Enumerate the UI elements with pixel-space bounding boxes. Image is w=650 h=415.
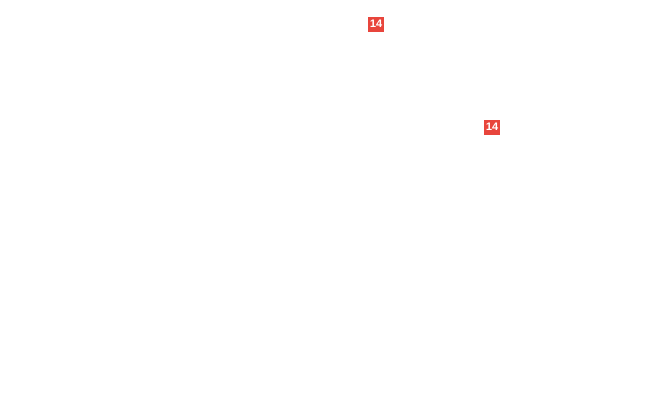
- count-badge: 14: [368, 17, 384, 32]
- count-badge: 14: [484, 120, 500, 135]
